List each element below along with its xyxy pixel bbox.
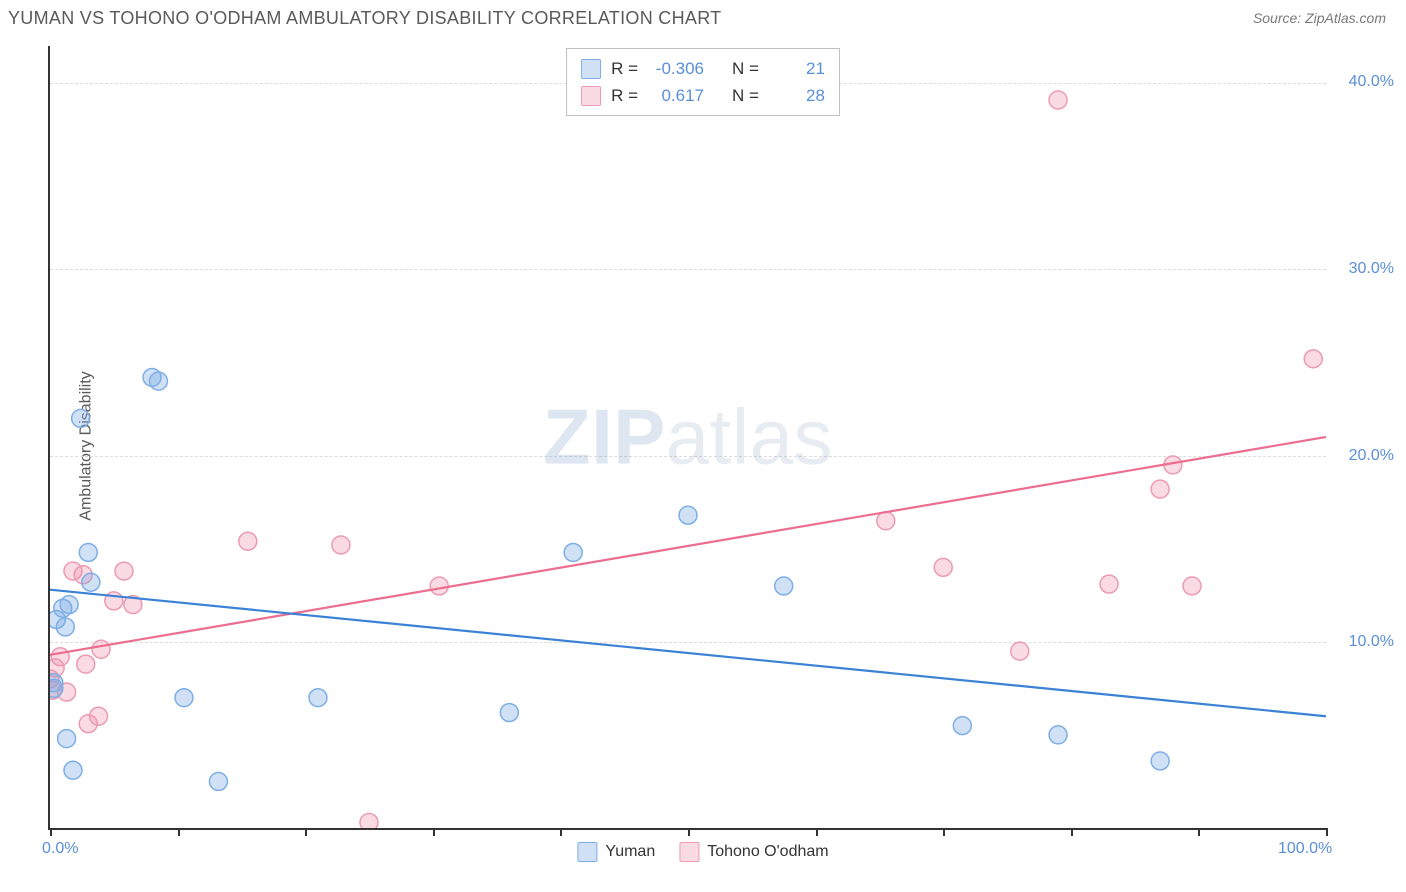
data-point xyxy=(1151,752,1169,770)
source-prefix: Source: xyxy=(1253,10,1305,26)
r-label: R = xyxy=(611,55,638,82)
legend-row-yuman: R = -0.306 N = 21 xyxy=(581,55,825,82)
swatch-tohono-icon xyxy=(679,842,699,862)
swatch-yuman-icon xyxy=(577,842,597,862)
n-label: N = xyxy=(732,82,759,109)
xtick xyxy=(943,828,945,836)
data-point xyxy=(934,558,952,576)
data-point xyxy=(64,761,82,779)
ytick-label: 30.0% xyxy=(1349,260,1394,278)
legend-item-tohono: Tohono O'odham xyxy=(679,842,828,862)
r-value-tohono: 0.617 xyxy=(648,82,704,109)
xtick xyxy=(433,828,435,836)
trend-line xyxy=(50,590,1326,717)
data-point xyxy=(564,543,582,561)
data-point xyxy=(775,577,793,595)
xtick xyxy=(816,828,818,836)
source-name: ZipAtlas.com xyxy=(1305,10,1386,26)
xtick-label: 100.0% xyxy=(1278,840,1332,858)
swatch-yuman-icon xyxy=(581,59,601,79)
data-point xyxy=(72,409,90,427)
data-point xyxy=(1100,575,1118,593)
data-point xyxy=(1304,350,1322,368)
n-label: N = xyxy=(732,55,759,82)
xtick xyxy=(688,828,690,836)
swatch-tohono-icon xyxy=(581,86,601,106)
n-value-yuman: 21 xyxy=(769,55,825,82)
data-point xyxy=(1011,642,1029,660)
data-point xyxy=(332,536,350,554)
data-point xyxy=(500,704,518,722)
data-point xyxy=(58,730,76,748)
data-point xyxy=(1151,480,1169,498)
data-point xyxy=(51,648,69,666)
data-point xyxy=(360,813,378,828)
chart-title: YUMAN VS TOHONO O'ODHAM AMBULATORY DISAB… xyxy=(8,8,721,29)
data-point xyxy=(1049,91,1067,109)
data-point xyxy=(430,577,448,595)
data-point xyxy=(56,618,74,636)
xtick xyxy=(1326,828,1328,836)
data-point xyxy=(209,772,227,790)
xtick xyxy=(178,828,180,836)
ytick-label: 10.0% xyxy=(1349,633,1394,651)
data-point xyxy=(90,707,108,725)
data-point xyxy=(1183,577,1201,595)
data-point xyxy=(50,674,63,692)
legend-label-tohono: Tohono O'odham xyxy=(707,843,828,861)
xtick xyxy=(1071,828,1073,836)
series-legend: Yuman Tohono O'odham xyxy=(577,842,828,862)
data-point xyxy=(82,573,100,591)
xtick xyxy=(50,828,52,836)
data-point xyxy=(149,372,167,390)
data-point xyxy=(309,689,327,707)
data-point xyxy=(175,689,193,707)
r-value-yuman: -0.306 xyxy=(648,55,704,82)
data-point xyxy=(679,506,697,524)
data-point xyxy=(1049,726,1067,744)
data-point xyxy=(953,717,971,735)
data-point xyxy=(115,562,133,580)
xtick xyxy=(560,828,562,836)
chart-plot-area: ZIPatlas xyxy=(48,46,1326,830)
data-point xyxy=(79,543,97,561)
r-label: R = xyxy=(611,82,638,109)
source-attribution: Source: ZipAtlas.com xyxy=(1253,10,1386,28)
ytick-label: 40.0% xyxy=(1349,73,1394,91)
n-value-tohono: 28 xyxy=(769,82,825,109)
data-point xyxy=(877,512,895,530)
correlation-legend: R = -0.306 N = 21 R = 0.617 N = 28 xyxy=(566,48,840,116)
data-point xyxy=(60,596,78,614)
legend-item-yuman: Yuman xyxy=(577,842,655,862)
scatter-plot-svg xyxy=(50,46,1326,828)
xtick xyxy=(1198,828,1200,836)
data-point xyxy=(77,655,95,673)
data-point xyxy=(92,640,110,658)
legend-row-tohono: R = 0.617 N = 28 xyxy=(581,82,825,109)
data-point xyxy=(239,532,257,550)
xtick-label: 0.0% xyxy=(42,840,78,858)
xtick xyxy=(305,828,307,836)
ytick-label: 20.0% xyxy=(1349,447,1394,465)
legend-label-yuman: Yuman xyxy=(605,843,655,861)
